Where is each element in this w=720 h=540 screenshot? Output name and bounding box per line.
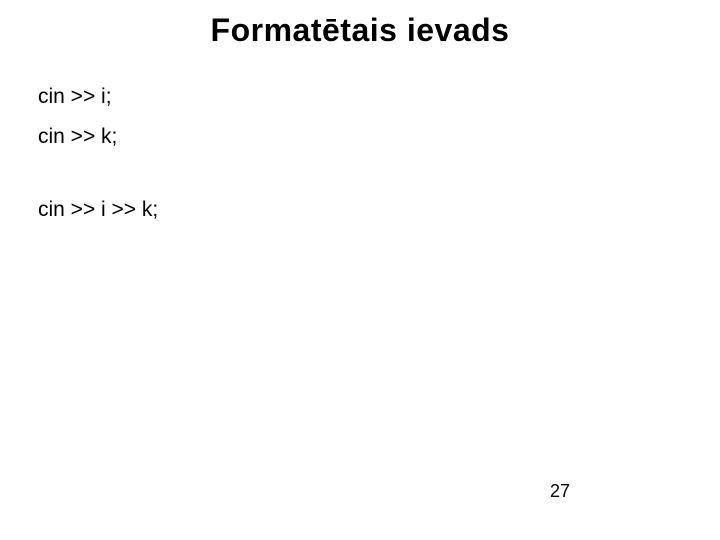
slide-body: cin >> i; cin >> k; cin >> i >> k; [38, 84, 158, 237]
code-line-3: cin >> i >> k; [38, 197, 158, 223]
page-number: 27 [550, 481, 570, 502]
slide: Formatētais ievads cin >> i; cin >> k; c… [0, 0, 720, 540]
blank-line [38, 165, 158, 197]
code-line-2: cin >> k; [38, 124, 158, 150]
code-line-1: cin >> i; [38, 84, 158, 110]
slide-title: Formatētais ievads [0, 12, 720, 49]
